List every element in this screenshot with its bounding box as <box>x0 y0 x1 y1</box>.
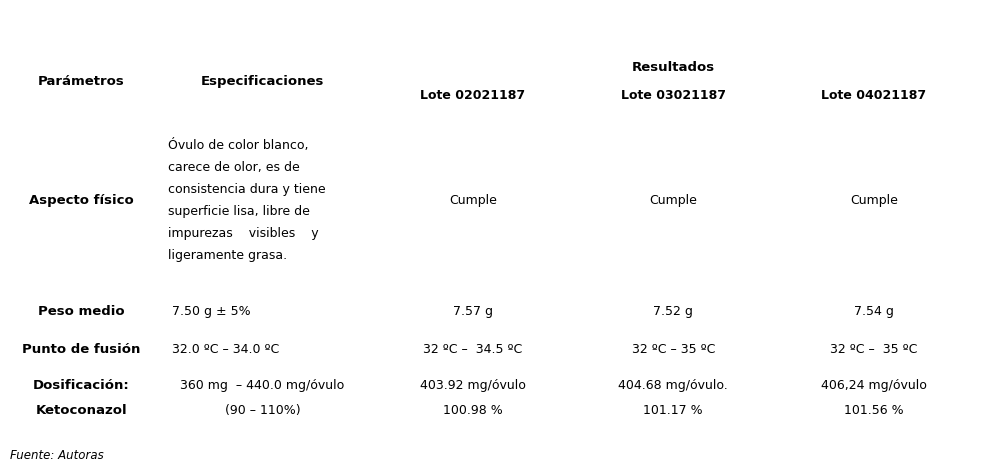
Text: Lote 03021187: Lote 03021187 <box>621 89 726 101</box>
Text: 7.50 g ± 5%: 7.50 g ± 5% <box>172 305 251 318</box>
Text: Peso medio: Peso medio <box>38 305 125 318</box>
Text: 406,24 mg/óvulo
101.56 %: 406,24 mg/óvulo 101.56 % <box>821 379 927 417</box>
Text: Especificaciones: Especificaciones <box>201 75 324 88</box>
Text: Fuente: Autoras: Fuente: Autoras <box>10 449 103 462</box>
Text: 7.52 g: 7.52 g <box>653 305 694 318</box>
Text: Punto de fusión: Punto de fusión <box>22 343 141 356</box>
Text: Lote 02021187: Lote 02021187 <box>420 89 525 101</box>
Text: Resultados: Resultados <box>632 60 714 74</box>
Text: Lote 04021187: Lote 04021187 <box>822 89 926 101</box>
Text: Parámetros: Parámetros <box>37 75 125 88</box>
Text: 360 mg  – 440.0 mg/óvulo
(90 – 110%): 360 mg – 440.0 mg/óvulo (90 – 110%) <box>180 379 344 417</box>
Text: 7.54 g: 7.54 g <box>854 305 893 318</box>
Text: Aspecto físico: Aspecto físico <box>29 194 134 208</box>
Text: 7.57 g: 7.57 g <box>453 305 493 318</box>
Text: Cumple: Cumple <box>850 194 897 208</box>
Text: Cumple: Cumple <box>449 194 497 208</box>
Text: 32 ºC –  34.5 ºC: 32 ºC – 34.5 ºC <box>423 343 523 356</box>
Text: Cumple: Cumple <box>649 194 698 208</box>
Text: 32 ºC – 35 ºC: 32 ºC – 35 ºC <box>632 343 715 356</box>
Text: Óvulo de color blanco,
carece de olor, es de
consistencia dura y tiene
superfici: Óvulo de color blanco, carece de olor, e… <box>168 139 326 262</box>
Text: 404.68 mg/óvulo.
101.17 %: 404.68 mg/óvulo. 101.17 % <box>618 379 728 417</box>
Text: 32.0 ºC – 34.0 ºC: 32.0 ºC – 34.0 ºC <box>172 343 279 356</box>
Text: 403.92 mg/óvulo
100.98 %: 403.92 mg/óvulo 100.98 % <box>420 379 525 417</box>
Text: Mes 1: Mes 1 <box>466 26 518 41</box>
Text: 32 ºC –  35 ºC: 32 ºC – 35 ºC <box>830 343 917 356</box>
Text: Dosificación:
Ketoconazol: Dosificación: Ketoconazol <box>32 379 130 417</box>
